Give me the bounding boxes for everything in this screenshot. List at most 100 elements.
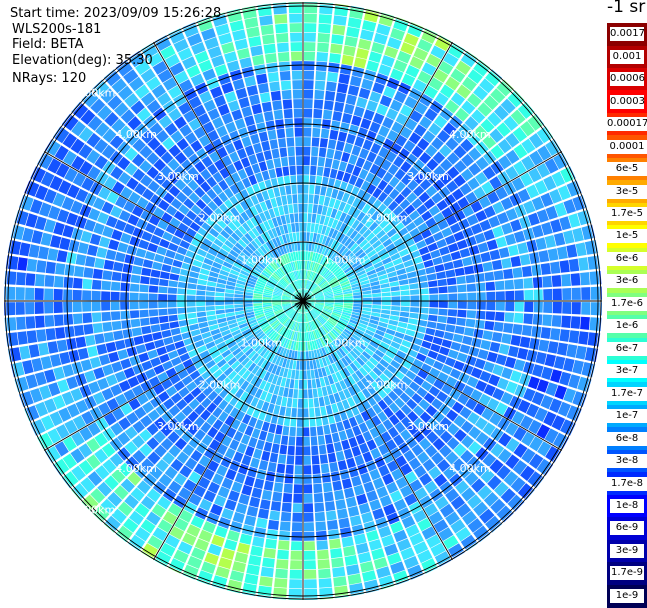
radar-cell: [468, 426, 482, 440]
radar-cell: [241, 357, 250, 367]
radar-cell: [405, 153, 418, 166]
radar-cell: [353, 303, 363, 307]
radar-cell: [393, 90, 407, 104]
radar-cell: [461, 435, 475, 449]
radar-cell: [212, 575, 228, 588]
radar-cell: [395, 476, 408, 489]
radar-cell: [453, 174, 466, 187]
radar-cell: [510, 255, 521, 267]
radar-cell: [372, 508, 385, 520]
radar-cell: [319, 280, 327, 288]
radar-cell: [320, 326, 327, 335]
radar-cell: [505, 149, 520, 164]
range-label: 5.00km: [74, 86, 116, 99]
radar-cell: [127, 116, 142, 131]
radar-cell: [303, 108, 313, 118]
radar-cell: [92, 197, 106, 211]
radar-cell: [531, 196, 545, 211]
radar-cell: [428, 466, 442, 480]
radar-cell: [348, 124, 359, 136]
radar-cell: [279, 225, 285, 235]
radar-cell: [377, 248, 388, 257]
radar-cell: [286, 397, 293, 408]
radar-cell: [443, 261, 454, 271]
radar-cell: [309, 341, 314, 351]
radar-cell: [294, 281, 299, 290]
radar-cell: [551, 315, 562, 327]
radar-cell: [221, 329, 231, 337]
radar-cell: [365, 374, 375, 384]
radar-cell: [294, 312, 299, 321]
radar-cell: [342, 309, 352, 314]
radar-cell: [170, 458, 184, 472]
radar-cell: [352, 309, 362, 314]
radar-cell: [114, 485, 129, 500]
radar-cell: [234, 228, 244, 239]
radar-cell: [97, 105, 112, 121]
radar-cell: [581, 362, 594, 377]
radar-cell: [272, 304, 282, 308]
radar-cell: [324, 296, 334, 299]
radar-cell: [445, 451, 459, 465]
radar-cell: [351, 524, 365, 536]
radar-cell: [352, 288, 362, 293]
radar-cell: [486, 351, 498, 363]
radar-cell: [413, 541, 429, 555]
radar-cell: [400, 126, 413, 139]
radar-cell: [291, 301, 301, 304]
radar-cell: [489, 249, 501, 261]
radar-cell: [409, 364, 420, 375]
radar-cell: [306, 270, 310, 280]
radar-cell: [246, 372, 255, 383]
radar-cell: [340, 261, 349, 270]
radar-cell: [174, 253, 185, 262]
radar-cell: [505, 454, 520, 470]
radar-cell: [186, 289, 196, 295]
radar-cell: [49, 411, 63, 427]
radar-cell: [337, 131, 348, 142]
radar-cell: [414, 262, 425, 271]
radar-cell: [212, 473, 224, 486]
radar-cell: [110, 291, 120, 301]
radar-cell: [441, 253, 452, 263]
radar-cell: [332, 24, 346, 36]
radar-cell: [64, 264, 75, 276]
radar-cell: [584, 240, 597, 255]
radar-cell: [298, 279, 301, 289]
radar-cell: [274, 310, 284, 315]
radar-cell: [272, 301, 281, 303]
radar-cell: [233, 332, 243, 340]
radar-cell: [151, 503, 166, 518]
range-rings: [4, 2, 602, 600]
radar-cell: [40, 356, 53, 370]
radar-cell: [289, 320, 294, 330]
radar-cell: [457, 301, 467, 309]
radar-cell: [360, 316, 370, 322]
radar-cell: [346, 365, 355, 375]
radar-cell: [129, 301, 139, 310]
radar-cell: [391, 121, 404, 134]
radar-cell: [421, 380, 433, 392]
radar-cell: [201, 28, 216, 41]
radar-cell: [298, 270, 301, 280]
radar-cell: [243, 263, 253, 271]
radar-cell: [136, 107, 151, 122]
radar-cell: [351, 282, 361, 288]
radar-cell: [236, 377, 246, 388]
radar-cell: [231, 109, 243, 121]
radar-cell: [247, 257, 257, 266]
radar-cell: [483, 492, 499, 507]
radar-cell: [294, 331, 298, 341]
radar-cell: [308, 203, 313, 213]
radar-cell: [377, 411, 388, 423]
radar-cell: [349, 319, 359, 325]
radar-cell: [368, 273, 378, 280]
radar-cell: [128, 398, 141, 411]
radar-cell: [383, 369, 394, 379]
radar-cell: [235, 283, 245, 289]
radar-cell: [429, 367, 441, 378]
radar-cell: [240, 391, 249, 402]
radar-cell: [504, 312, 515, 323]
radar-cell: [335, 349, 344, 359]
radar-cell: [373, 333, 384, 341]
